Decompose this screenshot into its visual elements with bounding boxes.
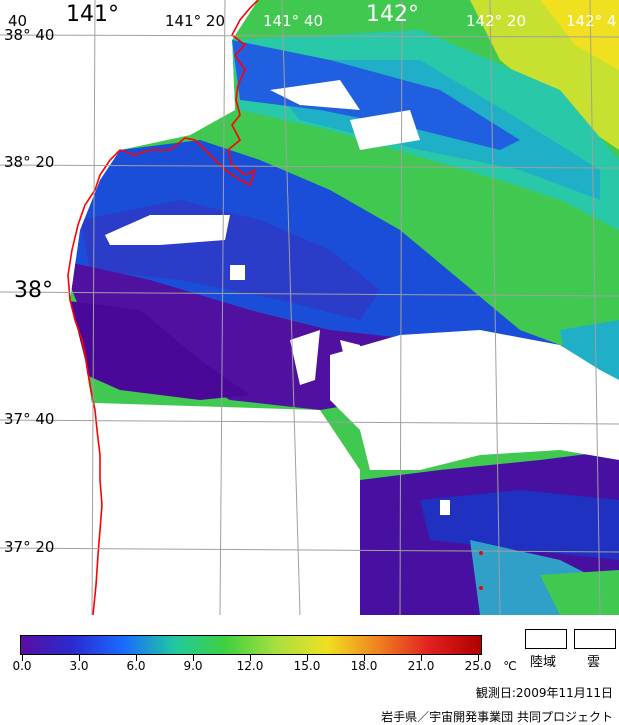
colorbar-tick-label: 12.0	[236, 659, 264, 673]
lat-lon-grid	[0, 0, 619, 615]
land-key-box	[525, 629, 567, 649]
colorbar-tick-label: 15.0	[293, 659, 321, 673]
longitude-label: 142° 20	[466, 12, 526, 30]
colorbar-tick-label: 6.0	[126, 659, 146, 673]
colorbar-tick	[364, 655, 365, 661]
longitude-label: 141° 40	[263, 12, 323, 30]
longitude-label: 141° 20	[165, 12, 225, 30]
colorbar-tick	[193, 655, 194, 661]
colorbar-tick-label: 25.0	[464, 659, 492, 673]
corner-label: 40	[8, 12, 28, 30]
legend: 陸域 雲 観測日:2009年11月11日 岩手県／宇宙開発事業団 共同プロジェク…	[0, 615, 619, 725]
coastline	[67, 0, 259, 615]
land-area	[0, 0, 258, 615]
longitude-label: 141°	[66, 2, 119, 27]
colorbar-tick	[136, 655, 137, 661]
colorbar-tick	[79, 655, 80, 661]
colorbar-tick	[307, 655, 308, 661]
latitude-label: 38°	[14, 278, 53, 303]
latitude-label: 38° 20	[4, 153, 55, 171]
colorbar-tick-label: 18.0	[350, 659, 378, 673]
longitude-label: 142° 4	[566, 12, 617, 30]
marker-dot	[479, 551, 483, 555]
colorbar-tick-label: 0.0	[12, 659, 32, 673]
cloud-key-box	[574, 629, 616, 649]
observation-date: 観測日:2009年11月11日	[475, 686, 613, 700]
colorbar-tick	[478, 655, 479, 661]
marker-dot	[479, 586, 483, 590]
colorbar-tick	[250, 655, 251, 661]
latitude-label: 38° 40	[4, 26, 55, 44]
credits: 岩手県／宇宙開発事業団 共同プロジェクト	[381, 710, 613, 724]
colorbar-tick-label: 9.0	[183, 659, 203, 673]
temperature-colorbar	[20, 635, 482, 655]
sea-surface-temperature-map: 141° 141° 20 141° 40 142° 142° 20 142° 4…	[0, 0, 619, 615]
colorbar-unit: ℃	[503, 659, 517, 673]
land-key-label: 陸域	[530, 655, 557, 670]
longitude-label: 142°	[366, 2, 419, 27]
latitude-label: 37° 20	[4, 538, 55, 556]
map-canvas	[0, 0, 619, 615]
colorbar-tick	[22, 655, 23, 661]
cloud-key-label: 雲	[587, 655, 601, 670]
colorbar-tick-label: 21.0	[407, 659, 435, 673]
colorbar-tick-label: 3.0	[69, 659, 89, 673]
colorbar-tick	[421, 655, 422, 661]
latitude-label: 37° 40	[4, 410, 55, 428]
